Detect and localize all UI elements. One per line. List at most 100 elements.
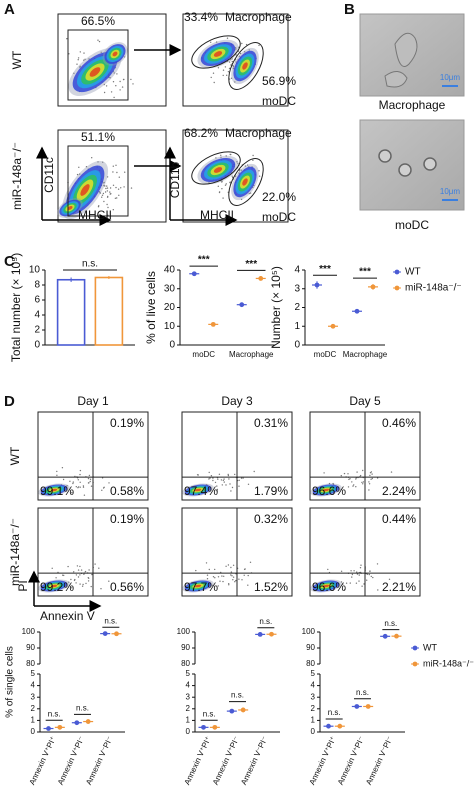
event-dot bbox=[359, 567, 362, 569]
event-dot bbox=[214, 568, 216, 571]
event-dot bbox=[252, 159, 254, 161]
event-dot bbox=[119, 80, 121, 83]
event-dot bbox=[231, 575, 233, 577]
event-dot bbox=[115, 85, 117, 87]
event-dot bbox=[112, 184, 115, 186]
event-dot bbox=[217, 585, 219, 587]
y-tick-label: 5 bbox=[31, 669, 36, 678]
event-dot bbox=[79, 486, 81, 488]
event-dot bbox=[108, 482, 110, 484]
significance-label: n.s. bbox=[384, 619, 397, 628]
image-label: Macrophage bbox=[379, 98, 446, 112]
scale-label: 10μm bbox=[440, 187, 461, 196]
event-dot bbox=[343, 589, 346, 591]
event-dot bbox=[106, 187, 109, 189]
event-dot bbox=[218, 191, 221, 194]
y-tick-label: 0 bbox=[34, 340, 40, 351]
x-tick-label: Annexin V⁺PI⁻ bbox=[56, 735, 86, 786]
event-dot bbox=[103, 83, 106, 86]
y-tick-label: 2 bbox=[186, 704, 191, 713]
event-dot bbox=[230, 574, 232, 576]
event-dot bbox=[62, 478, 65, 481]
x-tick-label: Macrophage bbox=[343, 350, 388, 359]
density-contour bbox=[194, 488, 202, 492]
gate-label: Macrophage bbox=[225, 10, 292, 24]
event-dot bbox=[221, 575, 223, 577]
event-dot bbox=[220, 156, 222, 158]
quadrant-percent: 96.6% bbox=[312, 484, 346, 498]
legend-label: miR-148a⁻/⁻ bbox=[405, 283, 462, 294]
event-dot bbox=[369, 474, 371, 477]
quadrant-percent: 0.19% bbox=[110, 416, 144, 430]
event-dot bbox=[371, 477, 373, 480]
event-dot bbox=[98, 191, 101, 193]
axis-label: CD11b bbox=[168, 161, 182, 198]
x-tick-label: Annexin V⁻PI⁻ bbox=[84, 735, 114, 786]
y-tick-label: 0 bbox=[31, 727, 36, 736]
event-dot bbox=[102, 161, 104, 163]
event-dot bbox=[81, 585, 84, 587]
event-dot bbox=[71, 492, 73, 494]
event-dot bbox=[63, 574, 65, 577]
event-dot bbox=[241, 579, 243, 581]
x-tick-label: Macrophage bbox=[229, 350, 274, 359]
event-dot bbox=[79, 473, 81, 476]
x-tick-label: Annexin V⁻PI⁻ bbox=[239, 735, 269, 786]
x-tick-label: Annexin V⁺PI⁻ bbox=[336, 735, 366, 786]
event-dot bbox=[82, 486, 85, 488]
event-dot bbox=[112, 209, 115, 211]
event-dot bbox=[206, 574, 209, 576]
event-dot bbox=[208, 471, 210, 474]
y-tick-label: 40 bbox=[164, 265, 176, 276]
event-dot bbox=[223, 481, 225, 483]
event-dot bbox=[220, 154, 222, 156]
y-axis-label: % of live cells bbox=[144, 271, 158, 344]
event-dot bbox=[370, 471, 373, 473]
row-label: WT bbox=[8, 446, 22, 465]
y-tick-label: 0 bbox=[311, 727, 316, 736]
event-dot bbox=[91, 573, 93, 576]
event-dot bbox=[117, 188, 120, 190]
event-dot bbox=[88, 58, 90, 60]
event-dot bbox=[100, 588, 102, 590]
event-dot bbox=[101, 489, 103, 491]
event-dot bbox=[228, 583, 230, 585]
y-tick-label: 3 bbox=[31, 692, 36, 701]
panel-label: A bbox=[4, 1, 15, 18]
significance-label: n.s. bbox=[259, 617, 272, 626]
significance-label: *** bbox=[198, 255, 210, 266]
event-dot bbox=[347, 486, 350, 488]
event-dot bbox=[366, 579, 368, 581]
event-dot bbox=[243, 51, 246, 53]
event-dot bbox=[121, 86, 124, 88]
event-dot bbox=[102, 192, 105, 195]
gate-percent: 66.5% bbox=[81, 14, 115, 28]
event-dot bbox=[231, 60, 233, 63]
x-tick-label: Annexin V⁺PI⁺ bbox=[308, 735, 338, 786]
event-dot bbox=[225, 484, 227, 486]
event-dot bbox=[351, 481, 353, 483]
event-dot bbox=[234, 473, 236, 476]
event-dot bbox=[243, 568, 246, 571]
significance-label: n.s. bbox=[48, 709, 61, 718]
significance-label: *** bbox=[359, 267, 371, 278]
event-dot bbox=[340, 488, 342, 491]
event-dot bbox=[98, 40, 101, 43]
y-tick-label: 2 bbox=[31, 704, 36, 713]
event-dot bbox=[353, 484, 355, 486]
event-dot bbox=[356, 573, 359, 575]
event-dot bbox=[229, 483, 231, 485]
significance-label: n.s. bbox=[231, 691, 244, 700]
event-dot bbox=[248, 192, 250, 195]
event-dot bbox=[94, 563, 96, 565]
event-dot bbox=[351, 576, 353, 578]
event-dot bbox=[76, 63, 78, 65]
y-tick-label: 3 bbox=[186, 692, 191, 701]
event-dot bbox=[72, 482, 74, 485]
event-dot bbox=[76, 565, 79, 567]
event-dot bbox=[107, 206, 109, 209]
event-dot bbox=[72, 481, 75, 483]
y-tick-label: 6 bbox=[34, 295, 40, 306]
quadrant-percent: 99.2% bbox=[40, 580, 74, 594]
event-dot bbox=[222, 197, 224, 199]
